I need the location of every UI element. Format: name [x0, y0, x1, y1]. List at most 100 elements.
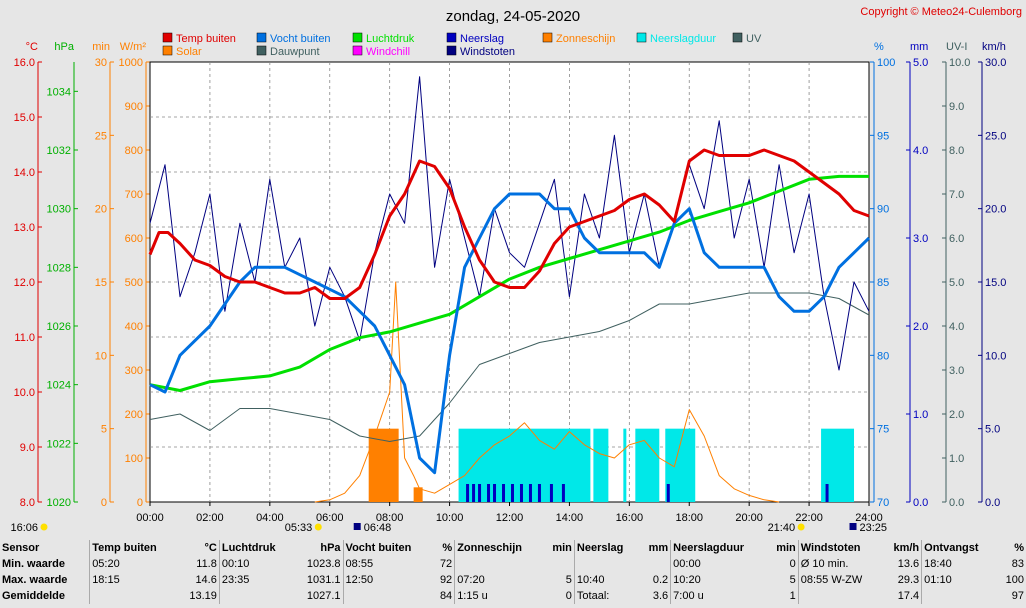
- axis-tick-label: 600: [125, 233, 143, 245]
- axis-tick-label: 1.0: [949, 453, 964, 465]
- axis-tick-label: 15.0: [14, 112, 35, 124]
- legend-swatch: [732, 32, 743, 43]
- summary-header: Zonneschijn: [454, 540, 544, 556]
- axis-tick-label: 10.0: [985, 350, 1006, 362]
- summary-cell-value: 1031.1: [306, 574, 341, 586]
- summary-cell-value: 92: [439, 574, 453, 586]
- summary-cell-time: [342, 588, 434, 604]
- x-tick-label: 06:00: [316, 512, 344, 524]
- axis-tick-label: 7.0: [949, 189, 964, 201]
- summary-cell-time: 12:50: [342, 572, 434, 588]
- series-line-solar: [314, 281, 780, 503]
- summary-table: Sensor Temp buiten °C Luchtdruk hPa Vocht bui…: [0, 540, 1026, 604]
- axis-tick-label: 9.0: [949, 101, 964, 113]
- legend-label: Vocht buiten: [270, 33, 331, 45]
- x-tick-label: 24:00: [855, 512, 883, 524]
- x-tick-label: 02:00: [196, 512, 224, 524]
- axis-unit: mm: [910, 41, 928, 53]
- x-tick-label: 08:00: [376, 512, 404, 524]
- bar-layers: [368, 428, 855, 502]
- axis-tick-label: 85: [877, 277, 889, 289]
- summary-cell-time: 07:20: [454, 572, 544, 588]
- axis-tick-label: 800: [125, 145, 143, 157]
- axes: °C 16.0 15.0 14.0 13.0 12.0 11.0 10.0 9.0 8.0 hPa 1…: [14, 41, 1007, 509]
- x-tick-label: 00:00: [136, 512, 164, 524]
- axis-tick-label: 6.0: [949, 233, 964, 245]
- axis-tick-label: 300: [125, 365, 143, 377]
- summary-cell-time: 18:40: [921, 556, 998, 572]
- series-line-luchtdruk: [149, 174, 869, 392]
- axis-tick-label: 4.0: [913, 145, 928, 157]
- axis-tick-label: 1024: [47, 380, 71, 392]
- axis-tick-label: 0: [137, 497, 143, 509]
- series-line-temp-buiten: [148, 148, 870, 300]
- summary-cell-value: 100: [1005, 574, 1024, 586]
- legend-label: Temp buiten: [176, 33, 236, 45]
- neerslag-bar: [478, 484, 482, 502]
- summary-row: Max. waarde 18:15 14.6 23:35 1031.1 12:50 92 07…: [0, 572, 1026, 588]
- axis-tick-label: 100: [877, 57, 895, 69]
- axis-unit: min: [92, 41, 110, 53]
- axis-tick-label: 95: [877, 130, 889, 142]
- neerslag-bar: [519, 484, 523, 502]
- summary-header-unit: %: [442, 542, 453, 554]
- summary-header-unit: %: [1014, 542, 1024, 554]
- legend-swatch: [162, 45, 173, 56]
- summary-cell-time: 7:00 u: [670, 588, 768, 604]
- axis-tick-label: 1034: [47, 86, 71, 98]
- legend-swatch: [542, 32, 553, 43]
- neerslag-bar: [561, 484, 565, 502]
- summary-cell-time: 23:35: [218, 572, 295, 588]
- summary-header-unit: °C: [204, 542, 217, 554]
- legend-label: Dauwpunt: [270, 46, 320, 58]
- neerslag-bar: [472, 484, 476, 502]
- axis-tick-label: 1026: [47, 321, 71, 333]
- axis-tick-label: 700: [125, 189, 143, 201]
- x-tick-label: 18:00: [675, 512, 703, 524]
- axis-unit: UV-I: [946, 41, 967, 53]
- summary-cell-time: 18:15: [89, 572, 179, 588]
- axis-tick-label: 11.0: [14, 332, 35, 344]
- summary-cell-time: 1:15 u: [454, 588, 544, 604]
- neerslag-bar: [666, 484, 670, 502]
- summary-cell-time: 08:55: [342, 556, 434, 572]
- x-tick-label: 04:00: [256, 512, 284, 524]
- x-tick-label: 20:00: [735, 512, 763, 524]
- x-axis-ticks: 00:00 02:00 04:00 06:00 08:00 10:00 12:00 14:00…: [136, 502, 883, 524]
- axis-tick-label: 15.0: [985, 277, 1006, 289]
- series-line-vocht-buiten: [149, 192, 871, 475]
- moon-icon: [353, 523, 361, 530]
- summary-cell-value: 13.19: [189, 590, 217, 602]
- axis-tick-label: 25: [95, 130, 107, 142]
- legend-swatch: [256, 32, 267, 43]
- legend: Temp buiten Vocht buiten Luchtdruk Neerslag…: [162, 32, 762, 58]
- axis-tick-label: 5.0: [949, 277, 964, 289]
- sun-time-label: 16:06: [10, 522, 38, 534]
- axis-tick-label: 1030: [47, 204, 71, 216]
- axis-tick-label: 500: [125, 277, 143, 289]
- axis-tick-label: 80: [877, 350, 889, 362]
- axis-tick-label: 2.0: [949, 409, 964, 421]
- summary-cell-time: 00:00: [670, 556, 768, 572]
- legend-swatch: [162, 32, 173, 43]
- axis-tick-label: 13.0: [14, 222, 35, 234]
- summary-header-unit: min: [776, 542, 796, 554]
- axis-tick-label: 90: [877, 204, 889, 216]
- copyright: Copyright © Meteo24-Culemborg: [860, 6, 1022, 18]
- summary-header: Ontvangst: [921, 540, 998, 556]
- summary-cell-time: [89, 588, 179, 604]
- summary-cell-value: 1023.8: [306, 558, 341, 570]
- summary-header-unit: hPa: [320, 542, 341, 554]
- summary-cell-time: 10:40: [573, 572, 640, 588]
- neerslag-bar: [466, 484, 470, 502]
- legend-label: Neerslagduur: [650, 33, 716, 45]
- summary-cell-value: 97: [1011, 590, 1024, 602]
- summary-cell-value: 0.2: [652, 574, 669, 586]
- sun-icon: [314, 523, 322, 531]
- legend-label: Solar: [176, 46, 202, 58]
- summary-cell-time: 10:20: [670, 572, 768, 588]
- summary-header: Sensor: [2, 542, 40, 554]
- summary-header-unit: min: [552, 542, 572, 554]
- axis-unit: W/m²: [120, 41, 147, 53]
